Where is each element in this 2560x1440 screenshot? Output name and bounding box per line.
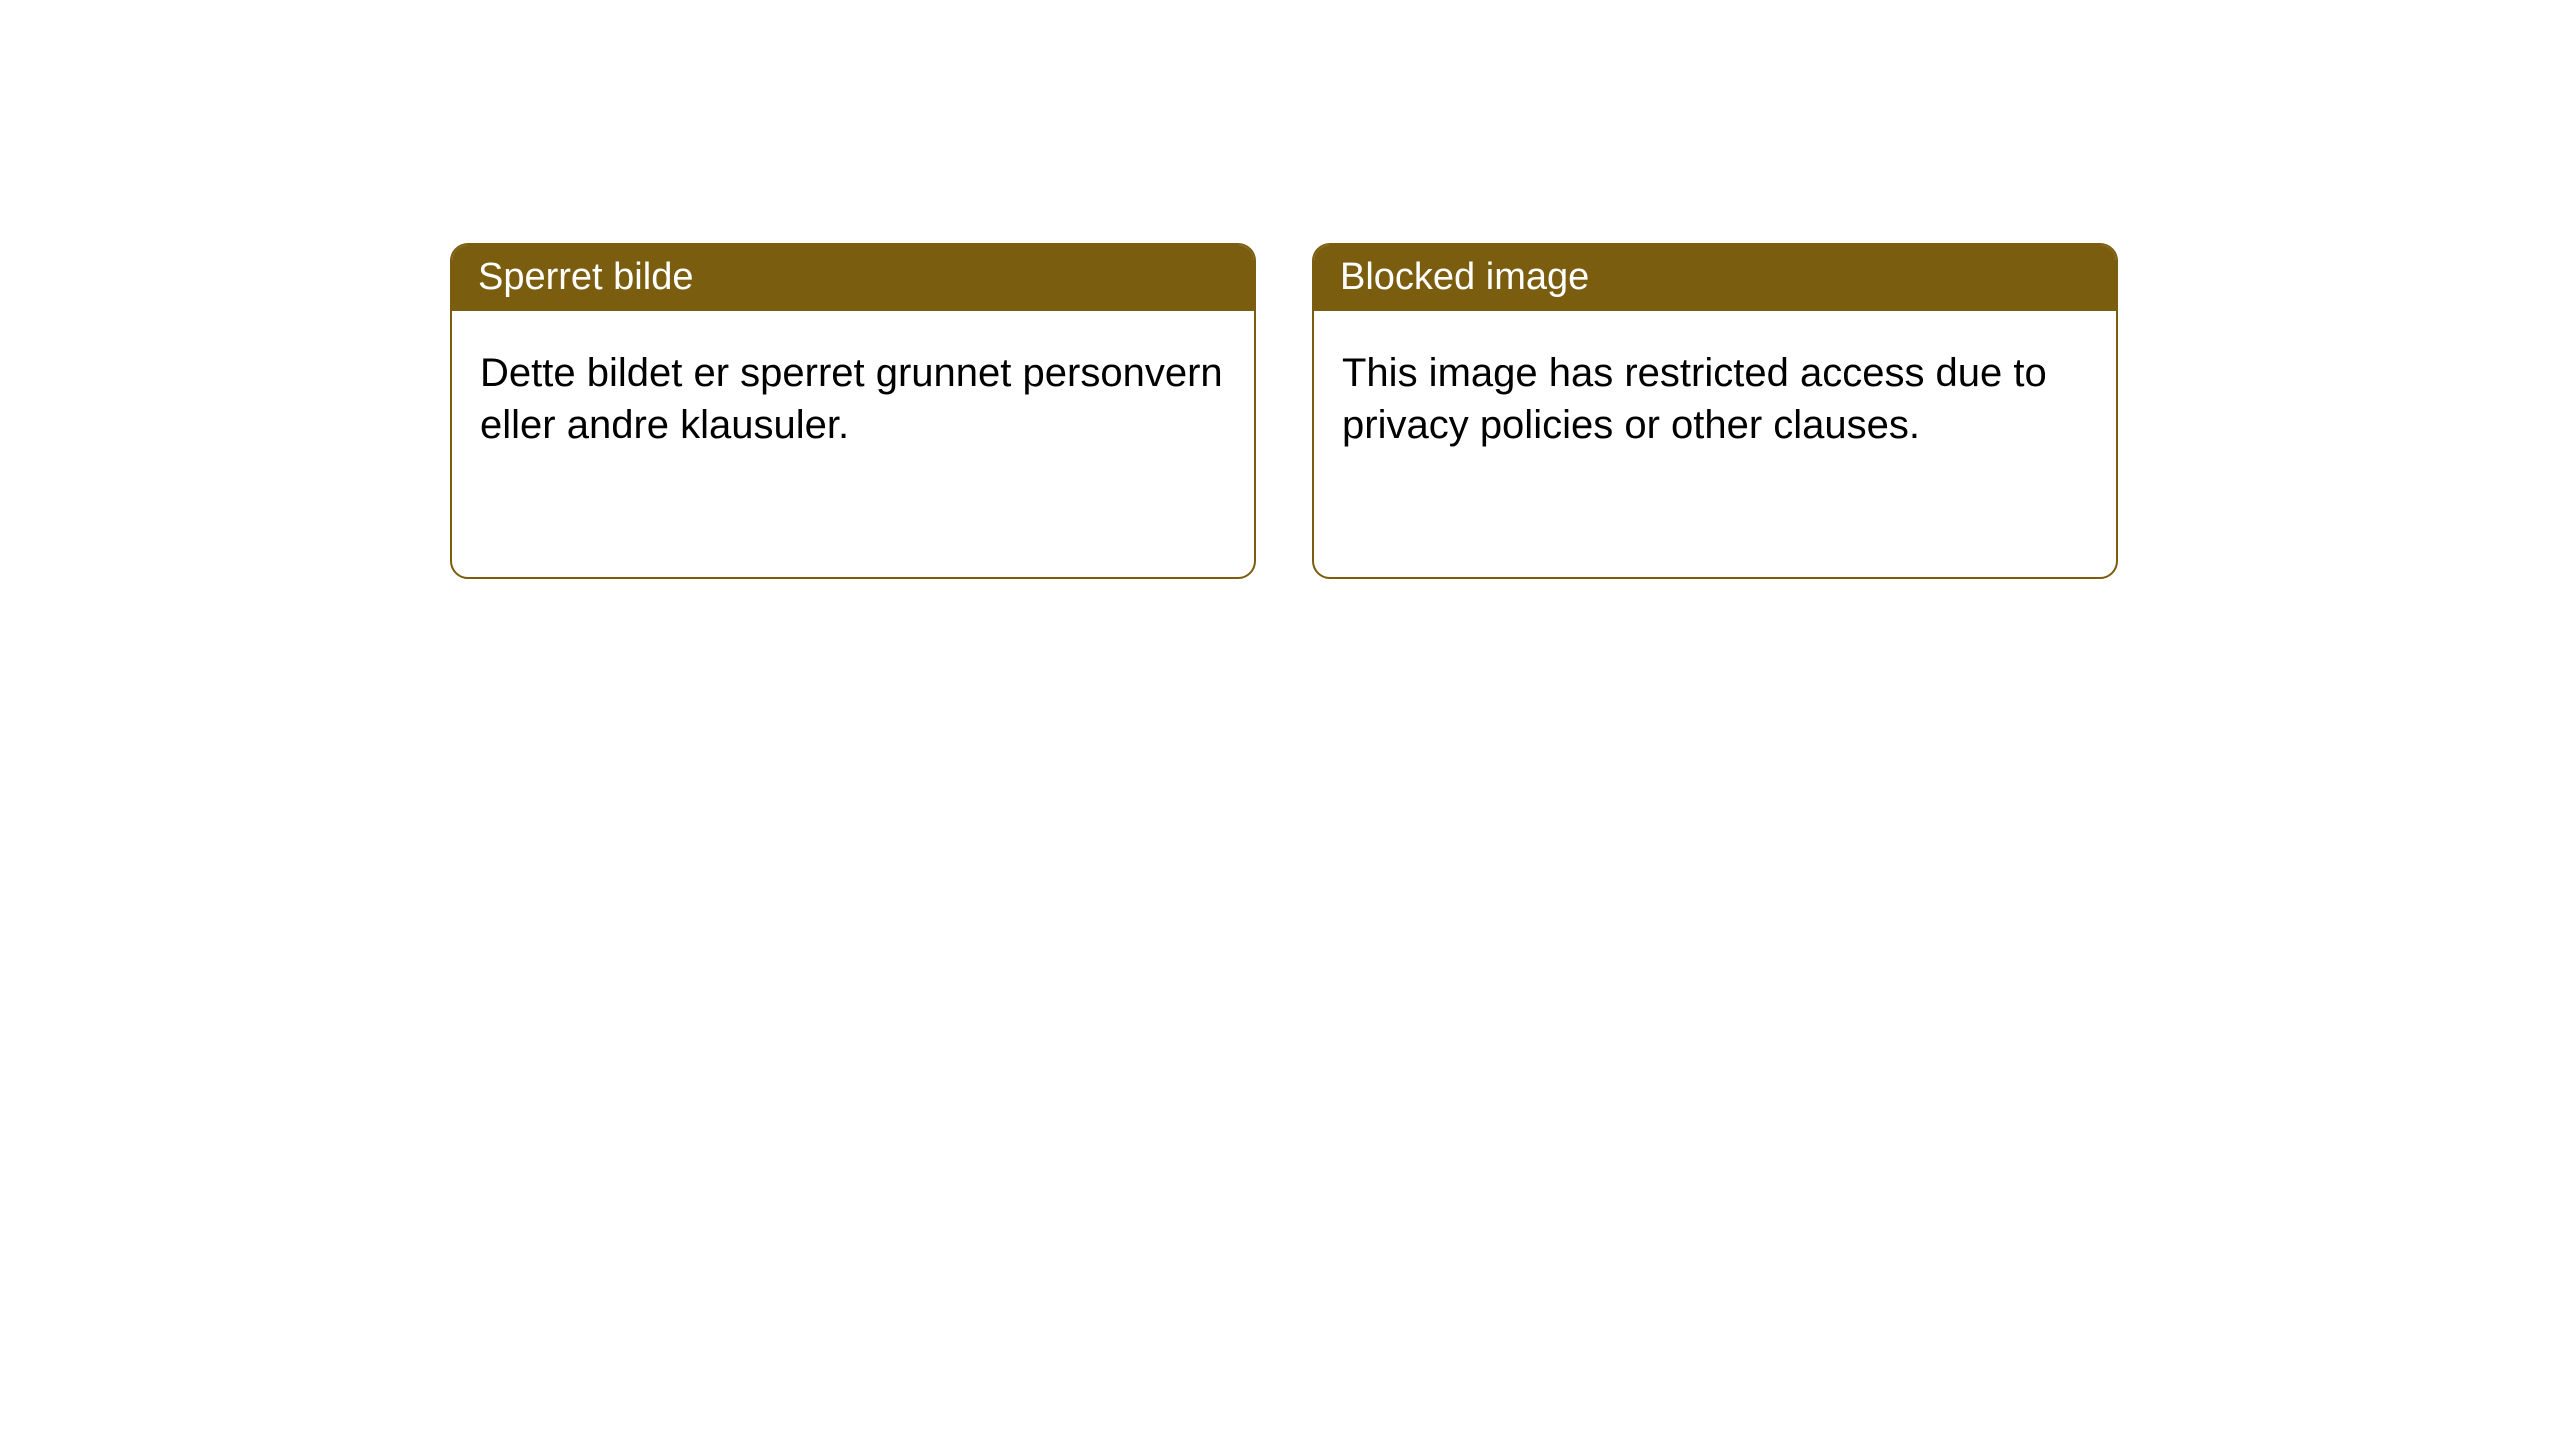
blocked-image-card-en: Blocked image This image has restricted … xyxy=(1312,243,2118,579)
card-header: Blocked image xyxy=(1314,245,2116,311)
blocked-image-card-no: Sperret bilde Dette bildet er sperret gr… xyxy=(450,243,1256,579)
card-body: Dette bildet er sperret grunnet personve… xyxy=(452,311,1254,481)
cards-container: Sperret bilde Dette bildet er sperret gr… xyxy=(450,243,2118,579)
card-header: Sperret bilde xyxy=(452,245,1254,311)
card-body: This image has restricted access due to … xyxy=(1314,311,2116,481)
